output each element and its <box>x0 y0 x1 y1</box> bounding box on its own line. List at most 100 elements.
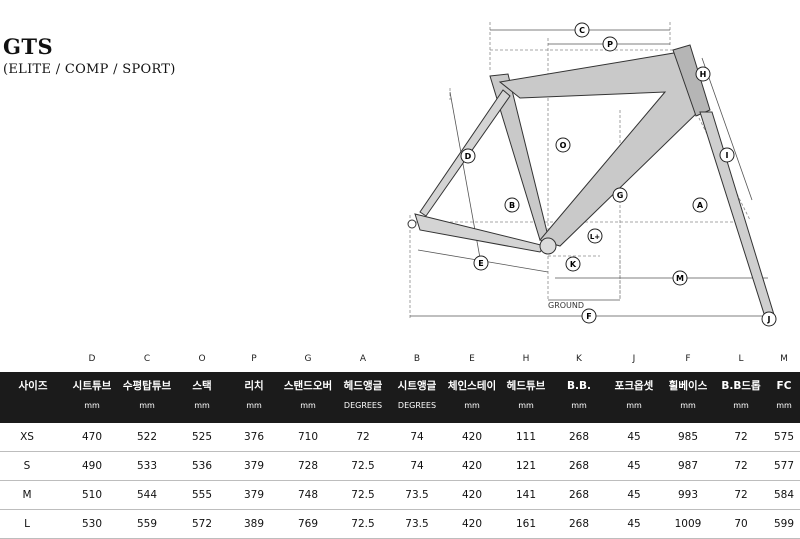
svg-text:I: I <box>726 151 729 160</box>
table-cell: 559 <box>118 509 176 539</box>
column-unit: mm <box>606 399 662 423</box>
column-unit: mm <box>444 399 500 423</box>
table-cell: 161 <box>500 509 552 539</box>
column-header: 체인스테이 <box>444 372 500 399</box>
column-letter <box>0 345 66 372</box>
table-cell: 72 <box>336 423 390 452</box>
size-cell: L <box>0 509 66 539</box>
svg-text:A: A <box>697 201 704 210</box>
model-title: GTS <box>3 34 54 59</box>
table-cell: 420 <box>444 451 500 481</box>
marker-g: G <box>612 187 628 203</box>
column-header: 리치 <box>228 372 280 399</box>
marker-c: C <box>574 22 590 38</box>
table-cell: 584 <box>768 480 800 510</box>
table-cell: 710 <box>280 423 336 452</box>
marker-a: A <box>692 197 708 213</box>
size-cell: S <box>0 451 66 481</box>
column-header: 포크옵셋 <box>606 372 662 399</box>
table-cell: 379 <box>228 480 280 510</box>
marker-i: I <box>719 147 735 163</box>
column-letter: F <box>685 353 691 364</box>
column-unit: mm <box>118 399 176 423</box>
table-cell: 72 <box>714 480 768 510</box>
column-header: 시트앵글 <box>390 372 444 399</box>
table-cell: 268 <box>552 451 606 481</box>
marker-m: M <box>672 270 688 286</box>
table-cell: 555 <box>176 480 228 510</box>
marker-l-plus: L+ <box>587 228 603 244</box>
table-cell: 268 <box>552 509 606 539</box>
table-row: L 530 559 572 389 769 72.5 73.5 420 161 … <box>0 509 800 539</box>
column-letter: D <box>88 353 96 364</box>
column-header: 수평탑튜브 <box>118 372 176 399</box>
column-letter: L <box>738 353 744 364</box>
svg-text:P: P <box>607 40 613 49</box>
column-unit: mm <box>552 399 606 423</box>
marker-o: O <box>555 137 571 153</box>
table-cell: 470 <box>66 423 118 452</box>
table-cell: 45 <box>606 480 662 510</box>
table-cell: 728 <box>280 451 336 481</box>
column-header: 휠베이스 <box>662 372 714 399</box>
column-letter: M <box>780 353 788 364</box>
svg-text:G: G <box>617 191 624 200</box>
table-cell: 268 <box>552 423 606 452</box>
table-row: M 510 544 555 379 748 72.5 73.5 420 141 … <box>0 480 800 510</box>
svg-text:H: H <box>700 70 707 79</box>
size-cell: M <box>0 480 66 510</box>
column-unit: mm <box>714 399 768 423</box>
marker-f: F <box>581 308 597 324</box>
table-cell: 985 <box>662 423 714 452</box>
marker-e: E <box>473 255 489 271</box>
marker-d: D <box>460 148 476 164</box>
column-letter: C <box>143 353 151 364</box>
table-cell: 577 <box>768 451 800 481</box>
table-cell: 72.5 <box>336 509 390 539</box>
svg-text:C: C <box>579 26 585 35</box>
column-unit: mm <box>662 399 714 423</box>
column-letter: B <box>413 353 421 364</box>
table-cell: 987 <box>662 451 714 481</box>
table-cell: 544 <box>118 480 176 510</box>
svg-text:O: O <box>560 141 567 150</box>
column-header: 스탠드오버 <box>280 372 336 399</box>
column-header: B.B드롭 <box>714 372 768 399</box>
svg-text:F: F <box>586 312 591 321</box>
column-unit: mm <box>500 399 552 423</box>
ground-label: GROUND <box>548 301 584 310</box>
table-cell: 490 <box>66 451 118 481</box>
table-cell: 522 <box>118 423 176 452</box>
table-cell: 268 <box>552 480 606 510</box>
table-cell: 572 <box>176 509 228 539</box>
table-cell: 530 <box>66 509 118 539</box>
geometry-diagram: GROUND C P H O D I G B A L+ E K M J F <box>407 22 777 327</box>
table-row: S 490 533 536 379 728 72.5 74 420 121 26… <box>0 451 800 481</box>
table-cell: 45 <box>606 423 662 452</box>
table-cell: 420 <box>444 480 500 510</box>
table-cell: 525 <box>176 423 228 452</box>
table-cell: 599 <box>768 509 800 539</box>
table-row: XS 470 522 525 376 710 72 74 420 111 268… <box>0 423 800 452</box>
column-header: B.B. <box>552 372 606 399</box>
column-unit: mm <box>176 399 228 423</box>
table-cell: 72 <box>714 451 768 481</box>
table-cell: 141 <box>500 480 552 510</box>
table-cell: 993 <box>662 480 714 510</box>
column-name-row: 사이즈 시트튜브 수평탑튜브 스택 리치 스탠드오버 헤드앵글 시트앵글 체인스… <box>0 372 800 399</box>
size-cell: XS <box>0 423 66 452</box>
table-cell: 121 <box>500 451 552 481</box>
column-header: FC <box>768 372 800 399</box>
table-cell: 111 <box>500 423 552 452</box>
column-letter: P <box>251 353 257 364</box>
table-cell: 73.5 <box>390 509 444 539</box>
column-unit: mm <box>768 399 800 423</box>
table-cell: 510 <box>66 480 118 510</box>
column-unit <box>0 399 66 423</box>
column-unit: mm <box>66 399 118 423</box>
table-cell: 536 <box>176 451 228 481</box>
marker-k: K <box>565 256 581 272</box>
svg-text:D: D <box>465 152 472 161</box>
table-cell: 70 <box>714 509 768 539</box>
table-cell: 72.5 <box>336 451 390 481</box>
